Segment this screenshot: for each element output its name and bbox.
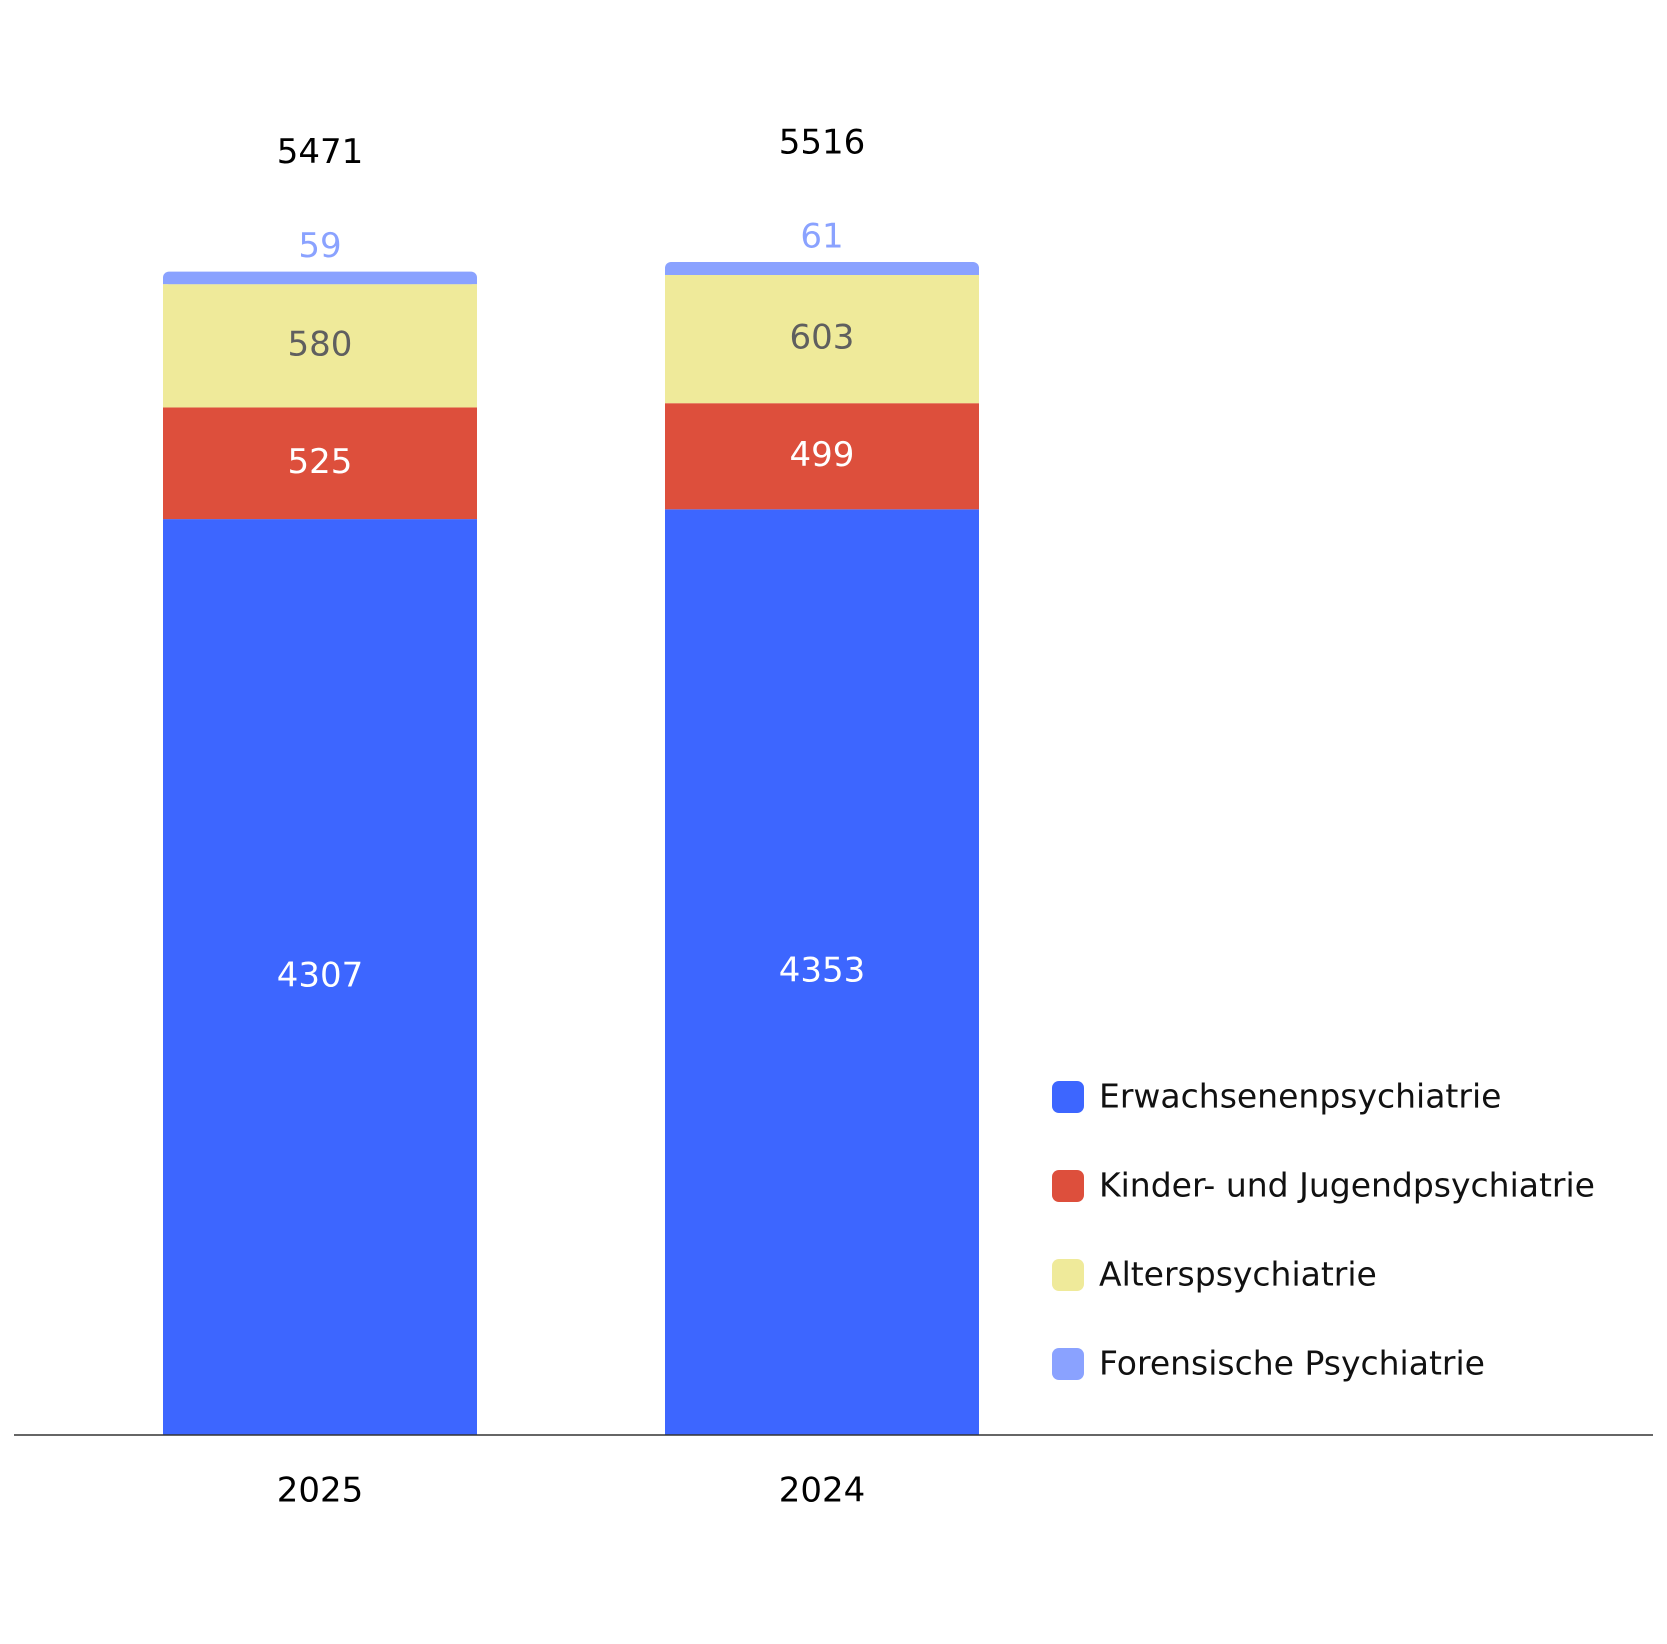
legend-swatch: [1052, 1259, 1084, 1291]
total-label: 5471: [277, 132, 364, 172]
value-label: 4353: [779, 951, 866, 991]
legend-item: Forensische Psychiatrie: [1052, 1344, 1485, 1383]
category-label: 2024: [779, 1471, 866, 1511]
bar-segment-2-2025: [163, 407, 477, 520]
bars-group: [163, 262, 979, 1435]
value-label: 580: [288, 324, 353, 364]
legend-item: Erwachsenenpsychiatrie: [1052, 1077, 1501, 1116]
value-label: 603: [790, 318, 855, 358]
total-label: 5516: [779, 123, 866, 163]
bar-segment-body: [163, 277, 477, 285]
bar-segment-4-2025: [163, 271, 477, 285]
legend-swatch: [1052, 1348, 1084, 1380]
legend-label: Kinder- und Jugendpsychiatrie: [1099, 1166, 1595, 1205]
bar-segment-3-2025: [163, 284, 477, 408]
bar-segment-1-2025: [163, 519, 477, 1435]
value-label: 525: [288, 442, 353, 482]
legend-item: Alterspsychiatrie: [1052, 1255, 1377, 1294]
legend-label: Erwachsenenpsychiatrie: [1099, 1077, 1501, 1116]
category-label: 2025: [277, 1471, 364, 1511]
legend-label: Forensische Psychiatrie: [1099, 1344, 1485, 1383]
bar-segment-2-2024: [665, 403, 979, 510]
legend-swatch: [1052, 1170, 1084, 1202]
value-label: 4307: [277, 956, 364, 996]
legend: Erwachsenenpsychiatrie Kinder- und Jugend…: [1052, 1077, 1595, 1383]
bar-segment-1-2024: [665, 509, 979, 1435]
bar-segment-4-2024: [665, 262, 979, 275]
bar-segment-body: [665, 268, 979, 275]
legend-item: Kinder- und Jugendpsychiatrie: [1052, 1166, 1595, 1205]
value-label: 61: [800, 217, 843, 257]
bar-segment-3-2024: [665, 274, 979, 404]
value-label: 499: [790, 435, 855, 475]
labels-group: 4307 525 580 59 5471 2025 4353 499 603 61 5516 2024: [277, 123, 866, 1511]
legend-swatch: [1052, 1081, 1084, 1113]
value-label: 59: [298, 226, 341, 266]
legend-label: Alterspsychiatrie: [1099, 1255, 1377, 1294]
